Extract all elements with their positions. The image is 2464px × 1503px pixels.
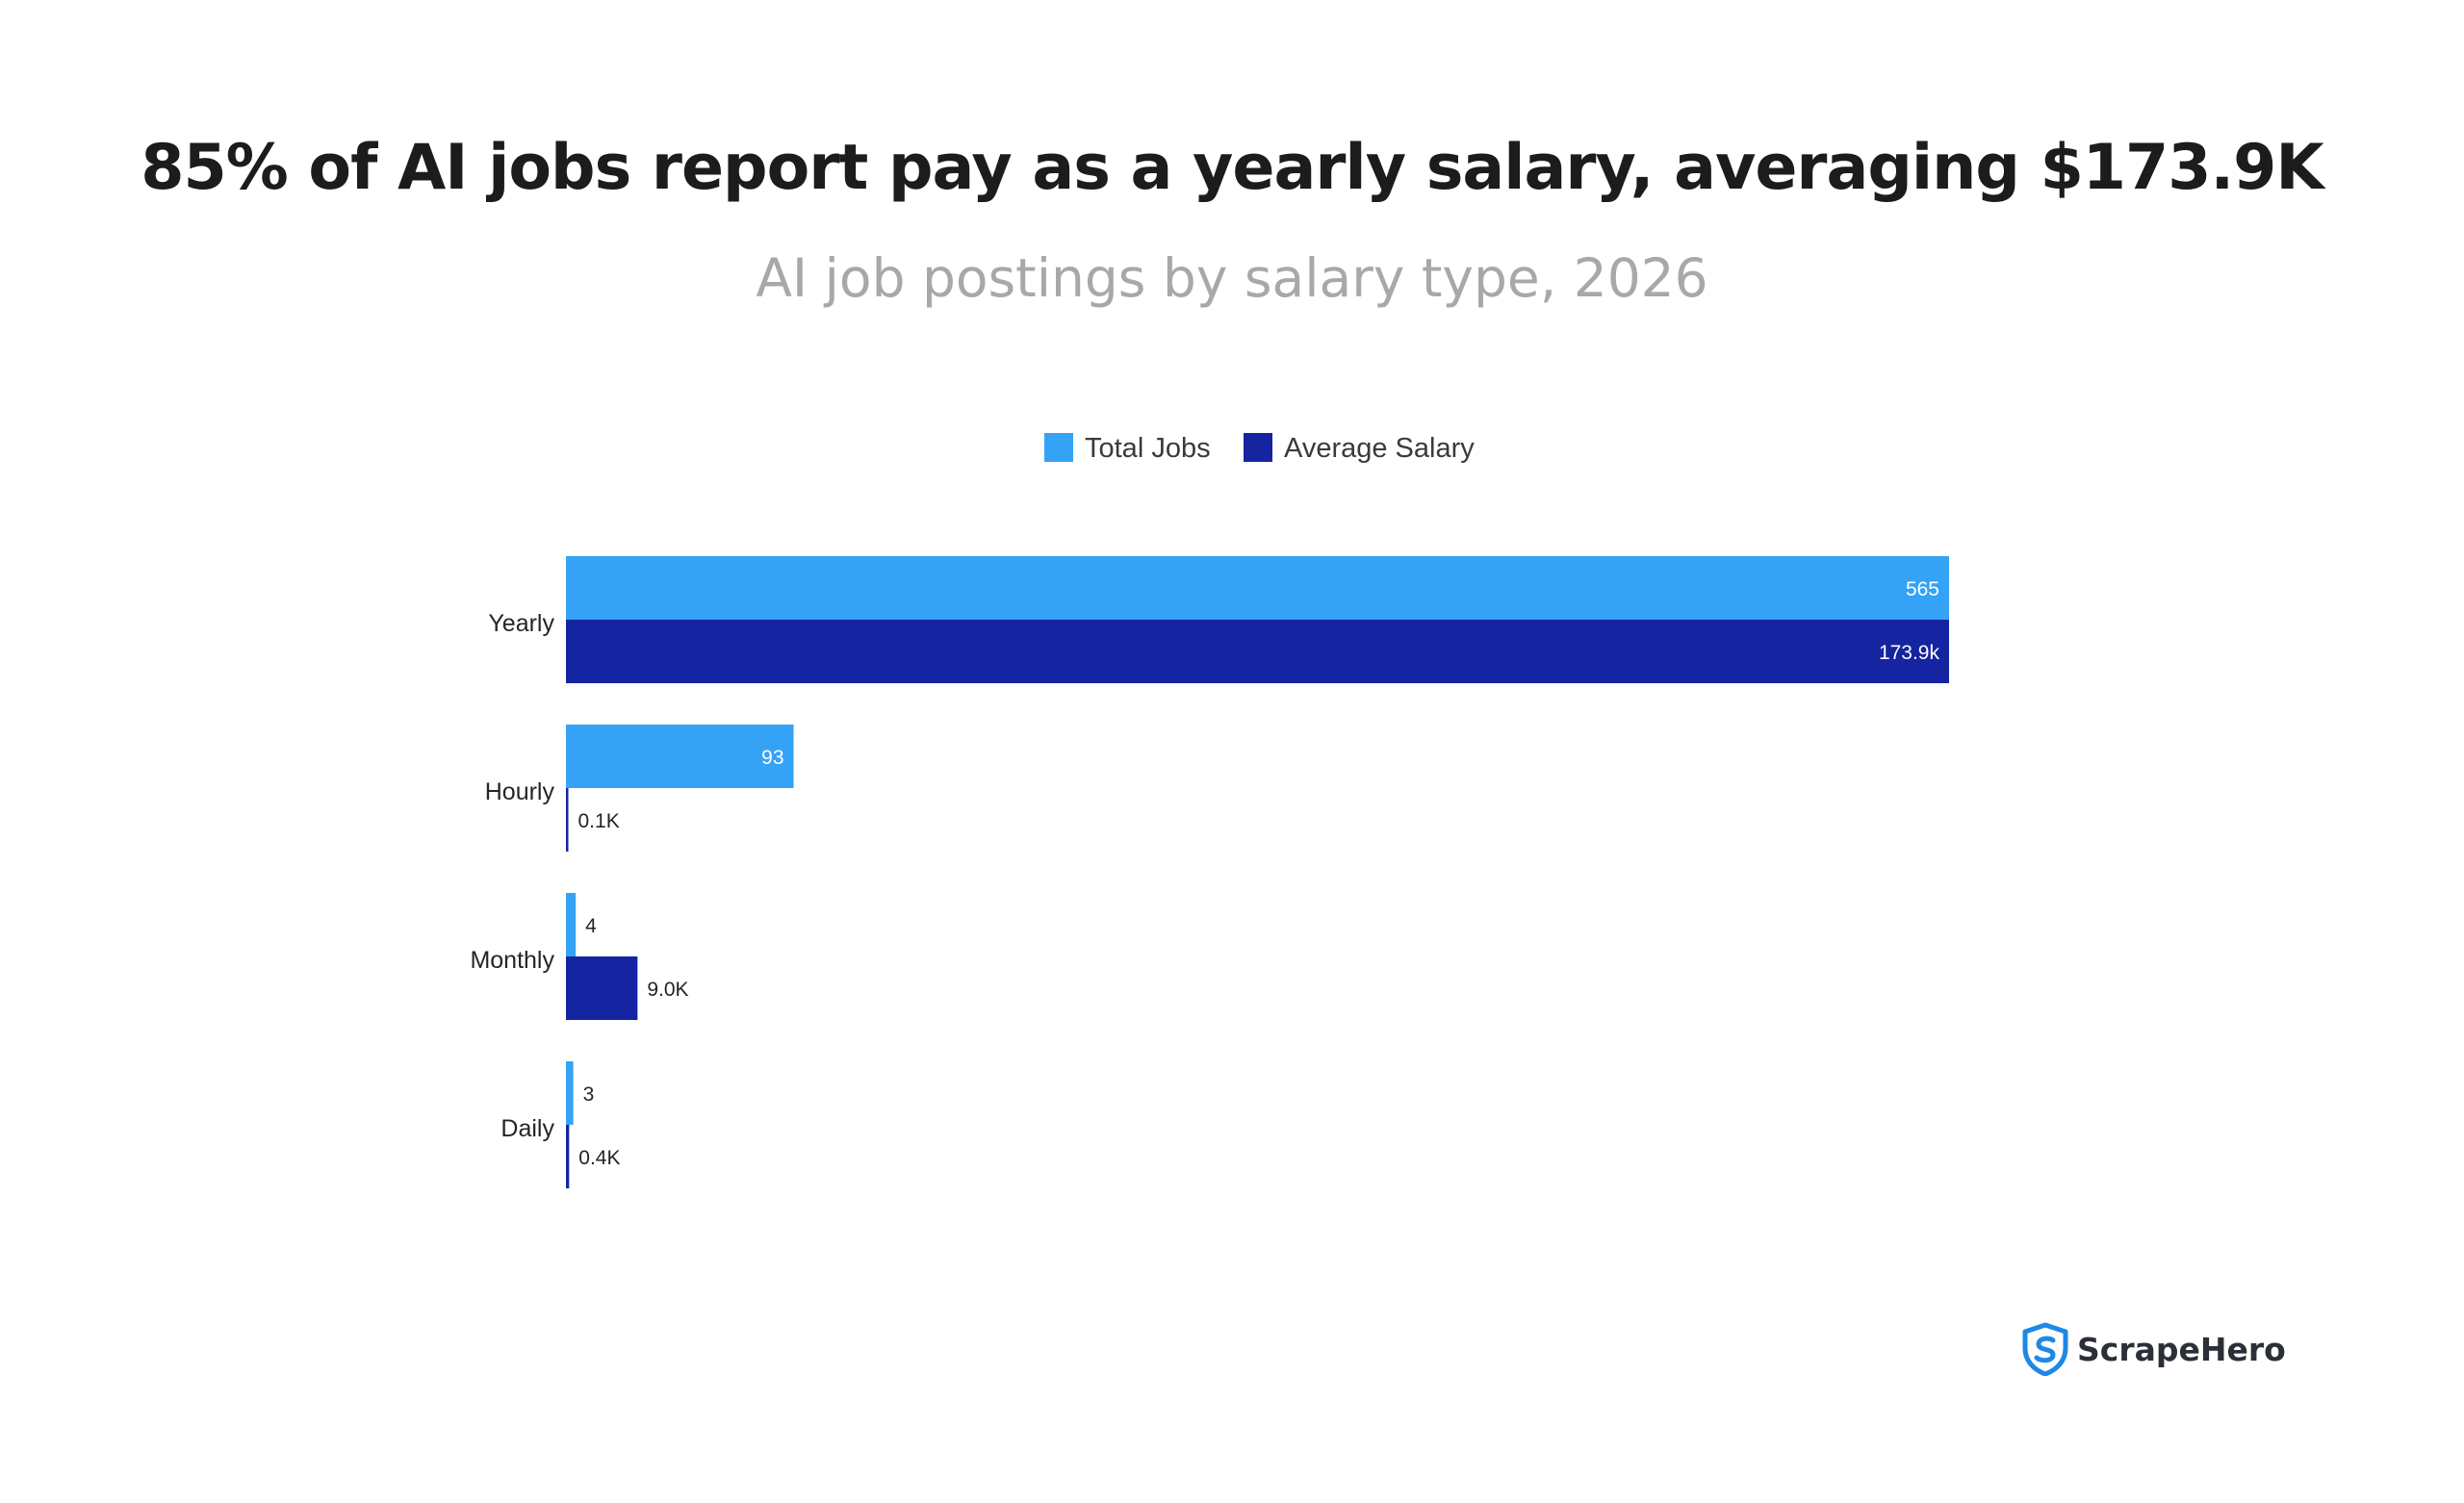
data-label-average-salary-daily: 0.4K xyxy=(578,1147,620,1169)
category-label-yearly: Yearly xyxy=(488,610,554,637)
bar-total-jobs-monthly xyxy=(566,893,577,956)
bar-total-jobs-daily xyxy=(566,1061,574,1125)
bar-average-salary-daily xyxy=(566,1125,570,1188)
category-label-daily: Daily xyxy=(500,1115,554,1142)
data-label-average-salary-monthly: 9.0K xyxy=(647,979,688,1001)
bar-average-salary-yearly xyxy=(566,620,1949,683)
bar-total-jobs-yearly xyxy=(566,556,1949,620)
data-label-total-jobs-yearly: 565 xyxy=(1906,578,1939,600)
data-label-total-jobs-hourly: 93 xyxy=(761,747,783,769)
data-label-total-jobs-monthly: 4 xyxy=(585,915,597,937)
shield-icon xyxy=(2022,1322,2068,1376)
chart-title: 85% of AI jobs report pay as a yearly sa… xyxy=(141,132,2324,204)
legend-label-total-jobs: Total Jobs xyxy=(1085,433,1211,464)
data-label-total-jobs-daily: 3 xyxy=(583,1083,595,1106)
legend: Total Jobs Average Salary xyxy=(1044,433,1475,464)
category-label-monthly: Monthly xyxy=(470,947,554,974)
data-label-average-salary-hourly: 0.1K xyxy=(578,810,620,832)
data-label-average-salary-yearly: 173.9k xyxy=(1879,642,1940,664)
bar-total-jobs-hourly xyxy=(566,725,794,788)
legend-swatch-average-salary xyxy=(1244,433,1272,462)
chart-subtitle: AI job postings by salary type, 2026 xyxy=(756,247,1708,309)
legend-swatch-total-jobs xyxy=(1044,433,1073,462)
bar-average-salary-monthly xyxy=(566,956,638,1020)
legend-label-average-salary: Average Salary xyxy=(1284,433,1475,464)
bar-average-salary-hourly xyxy=(566,788,569,852)
plot-area: Yearly 565 173.9k Hourly 93 0.1K Monthly 4 9.0K D… xyxy=(470,556,1949,1188)
brand-logo: ScrapeHero xyxy=(2021,1320,2286,1378)
brand-name: ScrapeHero xyxy=(2077,1330,2286,1368)
category-label-hourly: Hourly xyxy=(485,778,555,805)
